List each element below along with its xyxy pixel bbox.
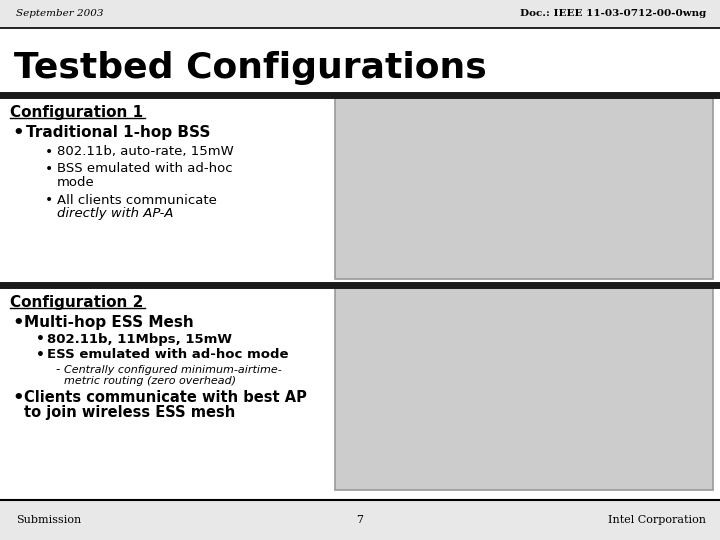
Text: Submission: Submission [16,515,81,525]
Text: •: • [36,348,45,362]
Text: Configuration 2: Configuration 2 [10,294,143,309]
Text: directly with AP-A: directly with AP-A [57,206,174,219]
FancyBboxPatch shape [0,285,720,500]
Text: All clients communicate: All clients communicate [57,193,217,206]
Text: •: • [45,145,53,159]
Text: to join wireless ESS mesh: to join wireless ESS mesh [24,404,235,420]
FancyBboxPatch shape [0,95,720,285]
Text: •: • [12,314,24,332]
Text: •: • [45,193,53,207]
Text: metric routing (zero overhead): metric routing (zero overhead) [64,376,236,386]
FancyBboxPatch shape [335,97,713,279]
Text: •: • [36,332,45,346]
Text: Configuration 1: Configuration 1 [10,105,143,119]
Text: Doc.: IEEE 11-03-0712-00-0wng: Doc.: IEEE 11-03-0712-00-0wng [520,10,706,18]
Text: •: • [12,124,24,142]
Text: 802.11b, 11Mbps, 15mW: 802.11b, 11Mbps, 15mW [47,333,232,346]
Text: 7: 7 [356,515,364,525]
Text: 802.11b, auto-rate, 15mW: 802.11b, auto-rate, 15mW [57,145,234,159]
FancyBboxPatch shape [0,0,720,28]
Text: September 2003: September 2003 [16,10,104,18]
Text: •: • [45,162,53,176]
Text: mode: mode [57,176,95,188]
Text: Clients communicate with best AP: Clients communicate with best AP [24,390,307,406]
Text: Centrally configured minimum-airtime-: Centrally configured minimum-airtime- [64,365,282,375]
Text: •: • [12,389,24,407]
FancyBboxPatch shape [335,288,713,490]
Text: BSS emulated with ad-hoc: BSS emulated with ad-hoc [57,163,233,176]
Text: ESS emulated with ad-hoc mode: ESS emulated with ad-hoc mode [47,348,289,361]
Text: Testbed Configurations: Testbed Configurations [14,51,487,85]
Text: Traditional 1-hop BSS: Traditional 1-hop BSS [26,125,210,140]
FancyBboxPatch shape [0,500,720,540]
Text: -: - [55,363,59,376]
Text: Multi-hop ESS Mesh: Multi-hop ESS Mesh [24,315,194,330]
Text: Intel Corporation: Intel Corporation [608,515,706,525]
